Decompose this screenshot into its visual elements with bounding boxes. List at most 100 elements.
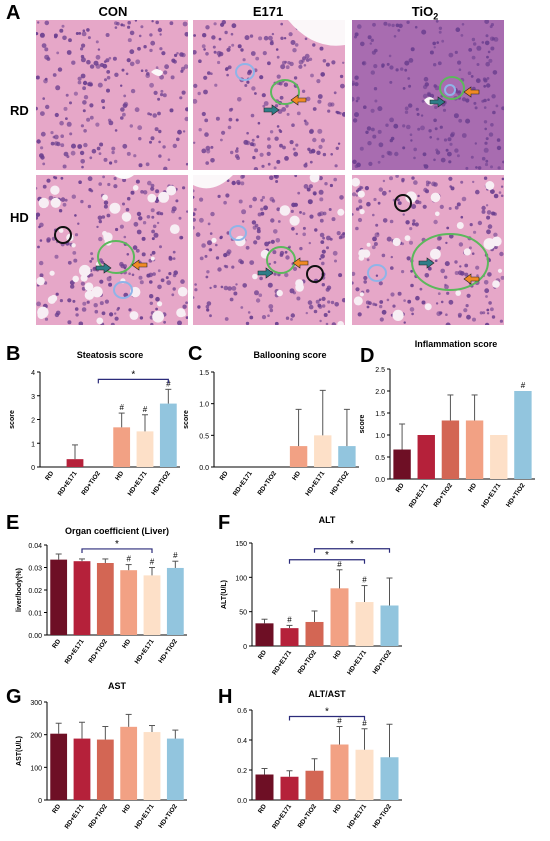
y-tick-label: 1.5 <box>375 411 385 418</box>
nucleus <box>108 282 113 287</box>
nucleus <box>295 143 299 147</box>
y-tick-label: 100 <box>235 575 247 582</box>
nucleus <box>149 294 154 299</box>
nucleus <box>120 116 124 120</box>
nucleus <box>279 250 285 256</box>
nucleus <box>77 80 82 85</box>
nucleus <box>44 317 49 321</box>
x-tick-label: HD <box>467 482 478 494</box>
nucleus <box>304 53 310 59</box>
nucleus <box>86 59 91 65</box>
nucleus <box>197 91 201 96</box>
nucleus <box>205 304 210 309</box>
nucleus <box>318 144 323 149</box>
nucleus <box>80 57 86 63</box>
nucleus <box>134 107 140 113</box>
nucleus <box>337 142 341 145</box>
nucleus <box>180 279 185 284</box>
nucleus <box>410 139 413 142</box>
nucleus <box>217 60 221 65</box>
nucleus <box>377 129 382 134</box>
nucleus <box>229 297 234 302</box>
nucleus <box>203 89 208 95</box>
nucleus <box>193 50 197 55</box>
nucleus <box>476 63 480 66</box>
nucleus <box>172 287 176 291</box>
nucleus <box>147 112 151 116</box>
nucleus <box>333 177 337 182</box>
nucleus <box>381 309 387 315</box>
nucleus <box>285 65 290 70</box>
nucleus <box>322 59 327 63</box>
nucleus <box>367 141 372 146</box>
nucleus <box>284 156 289 161</box>
nucleus <box>128 272 131 275</box>
nucleus <box>149 140 152 144</box>
fat-vacuole <box>121 212 132 222</box>
nucleus <box>423 76 429 82</box>
y-axis-label: liver/body(%) <box>16 568 23 612</box>
nucleus <box>363 275 368 281</box>
nucleus <box>383 21 388 26</box>
fat-vacuole <box>102 194 108 201</box>
nucleus <box>178 216 182 220</box>
significance-mark: # <box>143 405 148 414</box>
nucleus <box>225 251 231 257</box>
nucleus <box>389 138 393 143</box>
nucleus <box>409 227 413 231</box>
nucleus <box>352 96 355 102</box>
y-tick-label: 2.5 <box>375 367 385 374</box>
nucleus <box>120 23 124 27</box>
nucleus <box>136 211 142 217</box>
chart-e-group: Organ coefficient (Liver) 0.00 0.01 0.02 0.0… <box>16 526 187 665</box>
nucleus <box>103 200 109 205</box>
nucleus <box>249 34 254 38</box>
nucleus <box>240 48 244 52</box>
nucleus <box>325 62 330 67</box>
nucleus <box>101 215 106 219</box>
nucleus <box>460 34 464 37</box>
nucleus <box>151 20 154 23</box>
fat-vacuole <box>455 290 461 296</box>
nucleus <box>125 72 129 76</box>
nucleus <box>133 221 139 227</box>
nucleus <box>448 176 453 181</box>
nucleus <box>373 64 378 69</box>
nucleus <box>150 186 155 191</box>
nucleus <box>334 164 338 168</box>
nucleus <box>403 299 406 302</box>
nucleus <box>422 152 427 157</box>
nucleus <box>483 106 487 109</box>
nucleus <box>155 307 158 311</box>
nucleus <box>321 261 325 266</box>
nucleus <box>365 300 370 305</box>
fat-vacuole <box>211 237 217 243</box>
nucleus <box>225 66 229 71</box>
nucleus <box>405 220 410 225</box>
nucleus <box>304 121 309 126</box>
nucleus <box>267 61 271 66</box>
nucleus <box>499 319 503 323</box>
nucleus <box>231 180 236 186</box>
nucleus <box>244 84 248 87</box>
nucleus <box>320 72 325 77</box>
nucleus <box>201 148 207 154</box>
comparison-bracket <box>288 559 366 564</box>
nucleus <box>107 182 111 187</box>
fat-vacuole <box>96 317 104 325</box>
x-tick-label: HD+E171 <box>127 470 149 498</box>
nucleus <box>69 101 72 105</box>
nucleus <box>308 304 314 310</box>
y-tick-label: 50 <box>239 610 247 617</box>
nucleus <box>378 281 383 286</box>
nucleus <box>474 106 478 110</box>
nucleus <box>224 317 229 321</box>
nucleus <box>42 97 45 100</box>
panel-letter-c: C <box>188 343 203 365</box>
nucleus <box>354 75 359 80</box>
y-tick-label: 0.6 <box>237 708 247 715</box>
nucleus <box>61 24 65 28</box>
fat-vacuole <box>152 310 164 323</box>
nucleus <box>445 322 451 325</box>
nucleus <box>261 195 265 200</box>
